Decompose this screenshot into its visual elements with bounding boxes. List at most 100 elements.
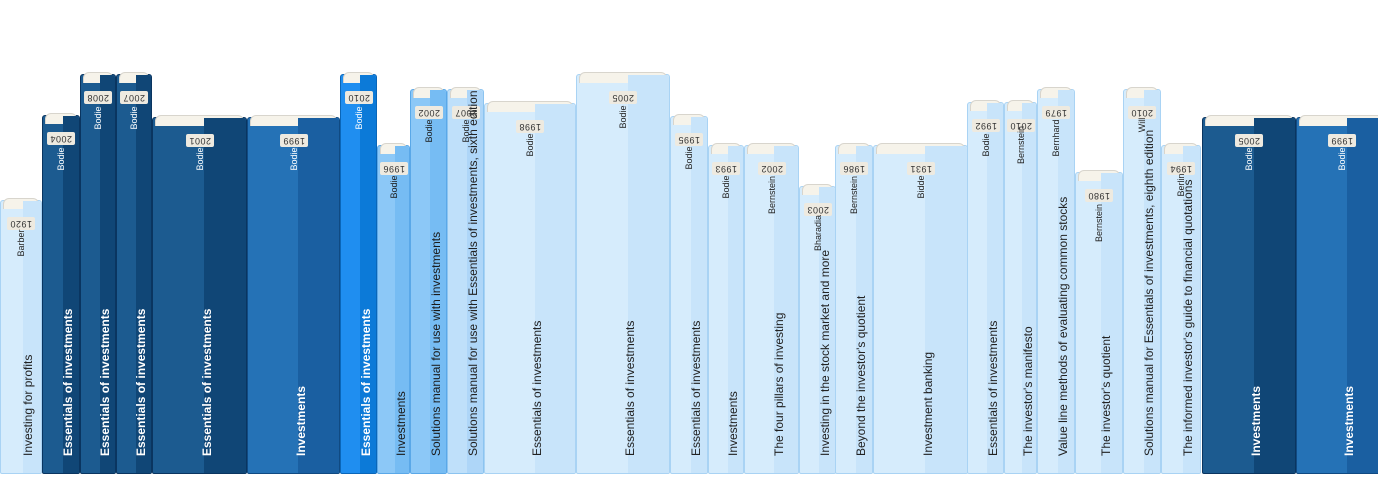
spine-shade	[1182, 146, 1200, 473]
book-spine[interactable]: 1992 Bodie Essentials of investments	[967, 100, 1004, 474]
year-label: 2008	[83, 91, 113, 104]
spine-face: 2010 Bodie Essentials of investments	[341, 75, 376, 473]
book-spine[interactable]: 1995 Bodie Essentials of investments	[670, 114, 708, 474]
spine-face: 1998 Bodie Essentials of investments	[485, 104, 575, 473]
author-label: Bodie	[56, 147, 66, 171]
author-label: Bodie	[618, 105, 628, 129]
book-spine[interactable]: 2010 Will Solutions manual for Essentials …	[1123, 87, 1161, 474]
book-spine[interactable]: 2010 Bernstein The investor's manifesto	[1004, 100, 1037, 474]
spine-shade	[1022, 103, 1036, 473]
title-label: Investing for profits	[21, 354, 35, 456]
title-label: Investments	[726, 391, 740, 456]
author-label: Bodie	[194, 147, 205, 171]
year-label: 1986	[839, 162, 869, 175]
book-spine[interactable]: 1998 Bodie Essentials of investments	[484, 101, 576, 474]
spine-shade	[62, 116, 79, 473]
author-label: Bodie	[388, 175, 399, 199]
spine-shade	[467, 90, 483, 473]
book-spine[interactable]: 1996 Bodie Investments	[377, 143, 410, 474]
year-label: 2010	[344, 91, 373, 104]
title-label: Essentials of investments	[985, 320, 1000, 456]
book-spine[interactable]: 1979 Bernhard Value line methods of evalua…	[1037, 87, 1075, 474]
spine-shade	[204, 118, 246, 473]
book-spine[interactable]: 1920 Barber Investing for profits	[0, 198, 42, 474]
book-spine[interactable]: 2007 Bodie Solutions manual for use with E…	[447, 87, 484, 474]
book-spine[interactable]: 1999 Bodie Investments	[247, 115, 340, 474]
spine-shade	[925, 146, 967, 473]
spine-face: 2010 Bernstein The investor's manifesto	[1005, 103, 1036, 473]
year-label: 2002	[757, 162, 786, 175]
spine-shade	[1253, 118, 1295, 473]
book-spine[interactable]: 2008 Bodie Essentials of investments	[80, 72, 116, 474]
spine-face: 1920 Barber Investing for profits	[1, 201, 41, 473]
spine-shade	[727, 146, 743, 473]
spine-face: 1999 Bodie Investments	[1297, 118, 1378, 473]
title-label: Essentials of investments	[98, 308, 112, 456]
title-label: Investments	[393, 391, 408, 456]
year-label: 2001	[185, 134, 214, 147]
year-label: 1992	[971, 119, 1000, 132]
spine-shade	[855, 146, 872, 473]
spine-face: 1986 Bernstein Beyond the investor's quoti…	[836, 146, 872, 473]
book-spine[interactable]: 2005 Bodie Investments	[1202, 115, 1296, 474]
spine-shade	[1143, 90, 1160, 473]
book-spine[interactable]: 2010 Bodie Essentials of investments	[340, 72, 377, 474]
book-spine[interactable]: 2002 Bernstein The four pillars of investi…	[744, 143, 799, 474]
spine-face: 1992 Bodie Essentials of investments	[968, 103, 1003, 473]
book-spine[interactable]: 1994 Berlin The informed investor's guide …	[1161, 143, 1201, 474]
author-label: Bharadia	[812, 214, 823, 252]
title-label: Essentials of investments	[61, 308, 75, 456]
title-label: The investor's manifesto	[1020, 326, 1035, 456]
title-label: Solutions manual for use with Essentials…	[465, 90, 480, 456]
author-label: Bernstein	[1094, 203, 1104, 243]
book-spine[interactable]: 2003 Bharadia Investing in the stock marke…	[799, 184, 836, 474]
book-spine[interactable]: 1980 Bernstein The investor's quotient	[1075, 170, 1123, 474]
book-spine[interactable]: 1993 Bodie Investments	[708, 143, 744, 474]
title-label: Essentials of investments	[689, 320, 703, 456]
author-label: Bodie	[1244, 147, 1254, 171]
author-label: Bernstein	[1015, 125, 1026, 165]
title-label: The investor's quotient	[1099, 335, 1113, 456]
spine-face: 1994 Berlin The informed investor's guide …	[1162, 146, 1200, 473]
spine-face: 1996 Bodie Investments	[378, 146, 409, 473]
spine-face: 2002 Bodie Solutions manual for use with i…	[411, 90, 446, 473]
book-spine[interactable]: 1999 Bodie Investments	[1296, 115, 1378, 474]
title-label: Solutions manual for use with investment…	[428, 231, 443, 456]
title-label: Investing in the stock market and more	[817, 249, 832, 456]
book-spine[interactable]: 2001 Bodie Essentials of investments	[152, 115, 247, 474]
book-spine[interactable]: 1931 Bidde Investment banking	[873, 143, 968, 474]
title-label: Essentials of investments	[134, 308, 148, 456]
spine-face: 2007 Bodie Essentials of investments	[117, 75, 151, 473]
spine-shade	[99, 75, 115, 473]
author-label: Bernstein	[849, 175, 859, 215]
author-label: Bernstein	[766, 175, 777, 215]
spine-shade	[534, 104, 575, 473]
spine-shade	[819, 187, 835, 473]
title-label: Essentials of investments	[358, 308, 373, 456]
book-spine[interactable]: 2007 Bodie Essentials of investments	[116, 72, 152, 474]
book-spine[interactable]: 2005 Bodie Essentials of investments	[576, 72, 670, 474]
spine-shade	[360, 75, 376, 473]
year-label: 2002	[414, 106, 443, 119]
spine-face: 1979 Bernhard Value line methods of evalua…	[1038, 90, 1074, 473]
spine-face: 2010 Will Solutions manual for Essentials …	[1124, 90, 1160, 473]
year-label: 1993	[711, 162, 741, 175]
spine-shade	[1057, 90, 1074, 473]
spine-face: 2008 Bodie Essentials of investments	[81, 75, 115, 473]
page-edge	[1299, 115, 1378, 126]
book-spine[interactable]: 1986 Bernstein Beyond the investor's quoti…	[835, 143, 873, 474]
year-label: 1998	[515, 120, 545, 133]
book-spine[interactable]: 2002 Bodie Solutions manual for use with i…	[410, 87, 447, 474]
spine-face: 1993 Bodie Investments	[709, 146, 743, 473]
spine-face: 2005 Bodie Essentials of investments	[577, 75, 669, 473]
spine-face: 1931 Bidde Investment banking	[874, 146, 967, 473]
author-label: Bernhard	[1051, 119, 1061, 157]
book-spine[interactable]: 2004 Bodie Essentials of investments	[42, 113, 80, 474]
title-label: Investments	[293, 385, 308, 456]
year-label: 1999	[1327, 134, 1357, 147]
author-label: Bodie	[1337, 147, 1347, 171]
year-label: 1999	[279, 134, 308, 147]
author-label: Bidde	[915, 175, 926, 199]
year-label: 1979	[1041, 106, 1071, 119]
